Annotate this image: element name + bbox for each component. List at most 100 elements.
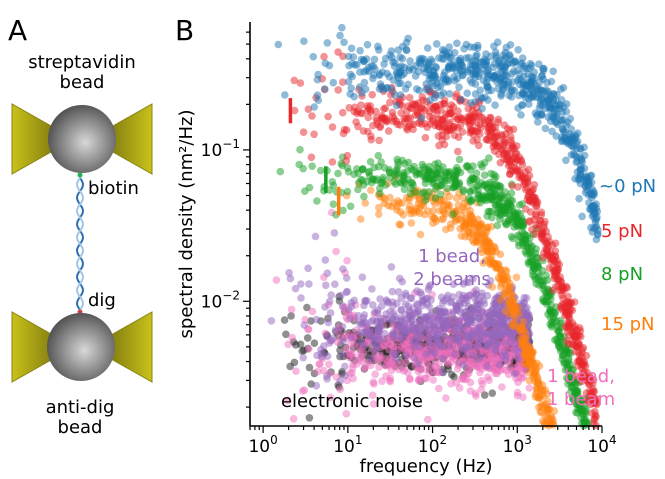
- data-point: [551, 239, 560, 248]
- data-point: [473, 51, 481, 59]
- data-point: [529, 262, 538, 271]
- data-point: [451, 76, 459, 85]
- data-point: [483, 373, 492, 381]
- data-point: [399, 172, 408, 181]
- data-point: [426, 96, 434, 104]
- data-point: [460, 225, 468, 233]
- data-point: [508, 86, 516, 94]
- data-point: [424, 174, 433, 183]
- data-point: [358, 273, 367, 282]
- data-point: [539, 75, 548, 83]
- data-point: [416, 230, 425, 239]
- data-point: [486, 329, 494, 337]
- data-point: [451, 172, 460, 181]
- data-point: [360, 78, 369, 87]
- data-point: [499, 289, 508, 298]
- data-point: [511, 211, 520, 219]
- data-point: [300, 37, 308, 45]
- data-point: [546, 100, 555, 109]
- data-point: [568, 329, 577, 338]
- data-point: [438, 131, 447, 140]
- data-point: [460, 45, 468, 53]
- data-point: [494, 115, 503, 124]
- data-point: [576, 162, 585, 170]
- data-point: [305, 363, 314, 372]
- data-point: [445, 342, 453, 350]
- x-tick-label-2: 102: [418, 433, 447, 457]
- data-point: [491, 340, 500, 349]
- data-point: [503, 150, 512, 158]
- x-tick-label-0: 100: [248, 433, 277, 457]
- data-point: [557, 116, 565, 125]
- data-point: [415, 336, 424, 344]
- data-point: [476, 368, 484, 377]
- data-point: [441, 75, 450, 84]
- data-point: [438, 115, 446, 124]
- data-point: [416, 343, 425, 351]
- data-point: [297, 294, 305, 302]
- data-point: [460, 299, 469, 308]
- data-point: [438, 354, 447, 362]
- data-point: [405, 93, 414, 102]
- data-point: [519, 393, 527, 402]
- data-point: [314, 96, 323, 104]
- data-point: [526, 356, 535, 365]
- data-point: [398, 54, 407, 63]
- data-point: [544, 397, 552, 406]
- data-point: [307, 153, 316, 162]
- data-point: [449, 308, 458, 316]
- annotation-5pn: 5 pN: [601, 221, 643, 242]
- data-point: [418, 189, 427, 198]
- data-point: [493, 38, 502, 47]
- data-point: [550, 407, 559, 415]
- data-point: [402, 358, 410, 366]
- data-point: [426, 281, 435, 289]
- data-point: [466, 291, 475, 300]
- data-point: [272, 276, 281, 284]
- data-point: [357, 337, 366, 346]
- data-point: [532, 280, 540, 288]
- data-point: [323, 332, 331, 341]
- data-point: [571, 372, 580, 380]
- data-point: [308, 162, 317, 170]
- data-point: [472, 286, 480, 294]
- data-point: [520, 334, 529, 343]
- data-point: [394, 161, 403, 170]
- data-point: [452, 194, 461, 202]
- data-point: [374, 306, 382, 315]
- data-point: [480, 391, 489, 399]
- data-point: [591, 397, 600, 405]
- data-point: [532, 221, 540, 229]
- data-point: [483, 228, 491, 236]
- data-point: [555, 260, 564, 269]
- data-point: [366, 158, 375, 166]
- data-point: [339, 206, 347, 215]
- data-point: [338, 108, 347, 117]
- data-point: [287, 305, 296, 314]
- data-point: [406, 313, 414, 322]
- data-point: [323, 269, 332, 278]
- data-point: [570, 396, 578, 405]
- data-point: [347, 44, 356, 53]
- data-point: [320, 52, 328, 61]
- data-point: [336, 377, 345, 385]
- data-point: [284, 340, 293, 349]
- data-point: [489, 319, 498, 327]
- data-point: [350, 340, 359, 349]
- data-point: [433, 110, 441, 118]
- series-1: [290, 48, 601, 430]
- y-tick-label-1: 10−1: [201, 137, 240, 161]
- data-point: [484, 72, 492, 80]
- data-point: [400, 118, 409, 126]
- data-point: [325, 186, 334, 194]
- data-point: [338, 302, 347, 310]
- data-point: [375, 71, 384, 80]
- data-point: [472, 231, 480, 240]
- data-point: [396, 324, 404, 333]
- data-point: [445, 192, 454, 201]
- data-point: [466, 116, 475, 125]
- data-point: [459, 360, 468, 369]
- data-point: [342, 274, 351, 282]
- data-point: [485, 154, 493, 162]
